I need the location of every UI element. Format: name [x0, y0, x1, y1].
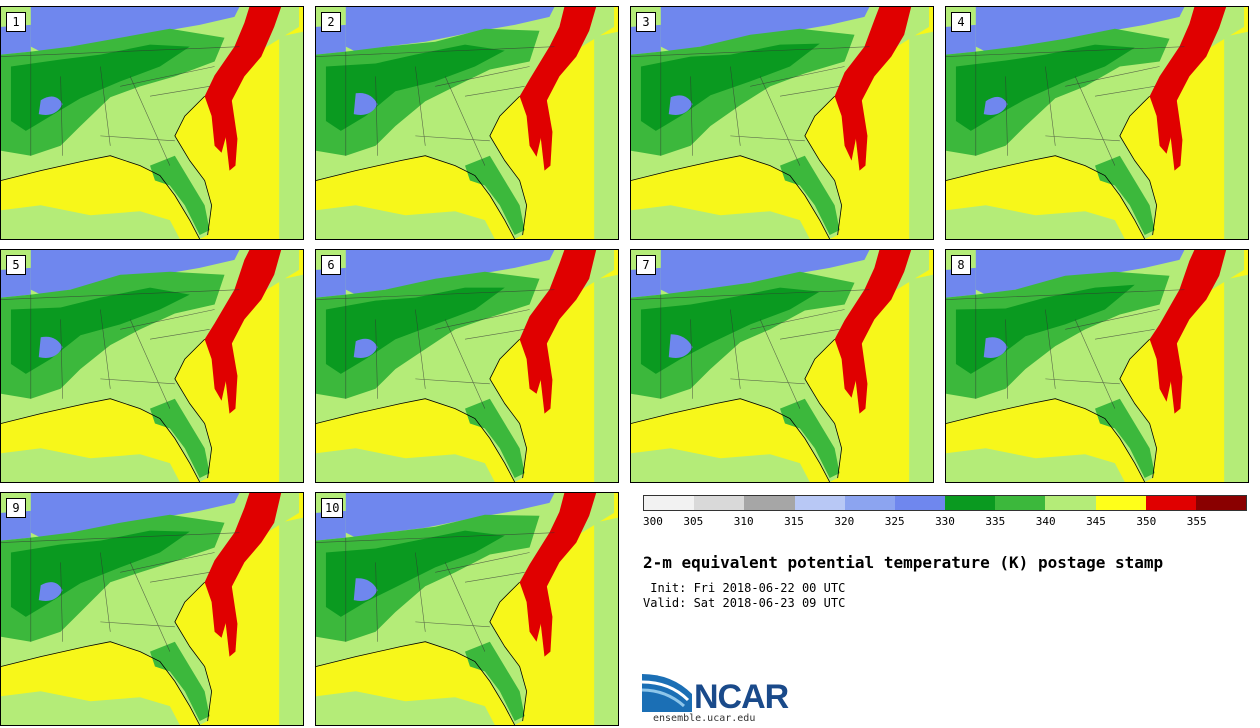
colorbar-swatch — [1045, 496, 1096, 510]
colorbar-swatch — [1145, 496, 1196, 510]
colorbar-swatch — [844, 496, 895, 510]
colorbar-swatch — [794, 496, 845, 510]
run-info: Init: Fri 2018-06-22 00 UTC Valid: Sat 20… — [643, 581, 845, 611]
colorbar-tick-label: 355 — [1186, 515, 1207, 528]
colorbar-tick-label: 330 — [935, 515, 955, 528]
ensemble-member-map: 8 — [945, 249, 1249, 483]
colorbar-swatch — [744, 496, 795, 510]
valid-time: Valid: Sat 2018-06-23 09 UTC — [643, 596, 846, 610]
logo-url: ensemble.ucar.edu — [653, 713, 756, 724]
colorbar-tick-label: 335 — [985, 515, 1006, 528]
colorbar-swatch — [945, 496, 996, 510]
colorbar-tick-label: 310 — [733, 515, 754, 528]
colorbar-tick-label: 305 — [683, 515, 704, 528]
member-number: 9 — [6, 498, 26, 518]
colorbar-tick-label: 350 — [1136, 515, 1157, 528]
colorbar-swatch — [694, 496, 745, 510]
member-number: 3 — [636, 12, 656, 32]
member-number: 2 — [321, 12, 341, 32]
member-number: 4 — [951, 12, 971, 32]
colorbar-swatch — [1095, 496, 1146, 510]
colorbar-swatch — [644, 496, 695, 510]
member-number: 8 — [951, 255, 971, 275]
member-number: 5 — [6, 255, 26, 275]
ensemble-member-map: 7 — [630, 249, 934, 483]
colorbar-tick-label: 320 — [834, 515, 855, 528]
ensemble-member-map: 4 — [945, 6, 1249, 240]
colorbar-swatch — [1195, 496, 1247, 510]
init-time: Init: Fri 2018-06-22 00 UTC — [643, 581, 846, 595]
colorbar-tick-label: 345 — [1086, 515, 1106, 528]
colorbar-tick-label: 315 — [784, 515, 804, 528]
ensemble-member-map: 1 — [0, 6, 304, 240]
colorbar-swatch — [894, 496, 946, 510]
colorbar-tick-label: 340 — [1035, 515, 1056, 528]
plot-title: 2-m equivalent potential temperature (K)… — [643, 553, 1164, 572]
colorbar-tick-label: 300 — [643, 515, 663, 528]
colorbar-swatch — [995, 496, 1046, 510]
member-number: 6 — [321, 255, 341, 275]
member-number: 1 — [6, 12, 26, 32]
colorbar-tick-label: 325 — [884, 515, 905, 528]
ensemble-member-map: 10 — [315, 492, 619, 726]
ensemble-member-map: 6 — [315, 249, 619, 483]
ensemble-member-map: 3 — [630, 6, 934, 240]
logo-text: NCAR — [694, 678, 789, 716]
ensemble-member-map: 9 — [0, 492, 304, 726]
ensemble-member-map: 2 — [315, 6, 619, 240]
member-number: 7 — [636, 255, 656, 275]
ncar-logo-icon — [642, 674, 692, 712]
ensemble-member-map: 5 — [0, 249, 304, 483]
colorbar-ticks: 300 305 310 315 320 325 330 335 340 345 350 355 — [643, 515, 1247, 531]
member-number: 10 — [321, 498, 344, 518]
colorbar — [643, 495, 1247, 511]
